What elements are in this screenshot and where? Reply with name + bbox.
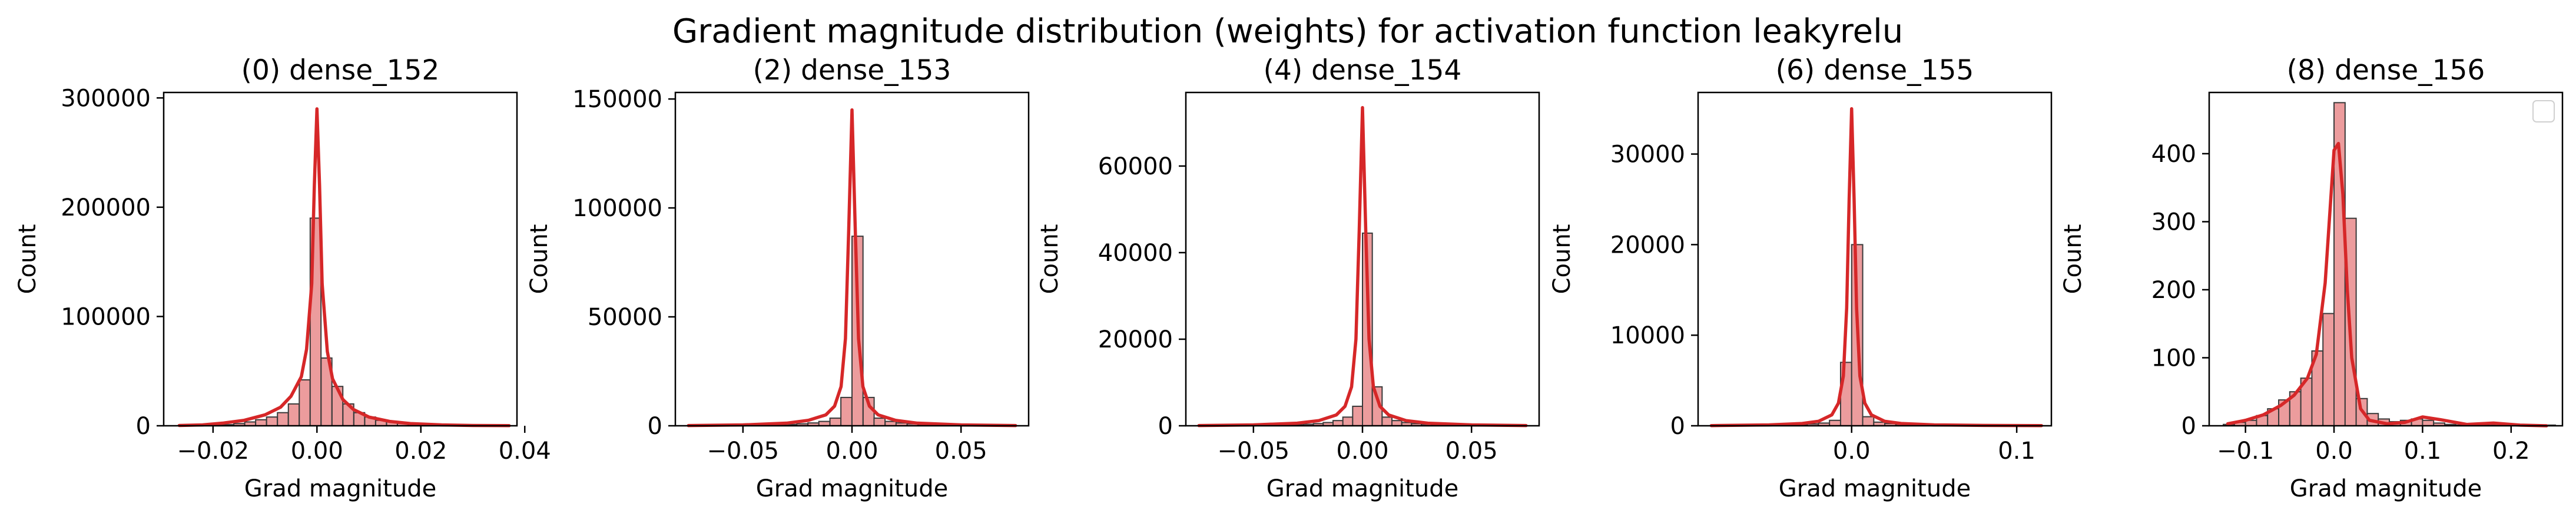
chart-1-kde-line (687, 108, 1017, 428)
chart-3-ytick-label-1: 10000 (1610, 322, 1685, 349)
chart-4-ytick-label-1: 100 (2151, 345, 2196, 372)
chart-2-xlabel: Grad magnitude (1267, 475, 1458, 502)
chart-0-xtick-label-2: 0.02 (394, 438, 447, 465)
chart-1-title: (2) dense_153 (753, 54, 952, 87)
chart-4-ytick-label-2: 200 (2151, 277, 2196, 304)
chart-4-ylabel: Count (2060, 224, 2087, 294)
chart-2-ytick-label-3: 60000 (1098, 153, 1173, 180)
chart-0-bars (178, 217, 508, 427)
chart-0-xtick-label-1: 0.00 (291, 438, 343, 465)
chart-2-xtick-label-1: 0.00 (1336, 438, 1388, 465)
chart-0-bar-9 (277, 412, 289, 426)
chart-1-bars (741, 236, 963, 427)
chart-0-bar-11 (299, 379, 311, 426)
chart-3-ylabel: Count (1549, 224, 1576, 294)
chart-2-bars (1264, 232, 1461, 427)
chart-1-xtick-label-0: −0.05 (707, 438, 780, 465)
chart-3-xtick-label-0: 0.0 (1833, 438, 1871, 465)
chart-0-bar-8 (266, 416, 279, 427)
chart-4-xlabel: Grad magnitude (2290, 475, 2482, 502)
chart-0-axes-frame (163, 91, 518, 427)
chart-3-title: (6) dense_155 (1776, 54, 1974, 87)
chart-2-bar-7 (1332, 420, 1344, 426)
subplot-dense-153: −0.05 0.00 0.05 0 50000 100000 150000 (2) dense… (526, 54, 1030, 502)
chart-0-ytick-label-0: 0 (136, 413, 151, 440)
chart-0-ytick-label-2: 200000 (61, 194, 151, 221)
subplot-dense-152: −0.02 0.00 0.02 0.04 0 100000 200000 300000 (0) … (14, 54, 551, 502)
chart-1-xtick-label-2: 0.05 (935, 438, 987, 465)
chart-0-ylabel: Count (14, 224, 41, 294)
chart-1-bar-12 (873, 418, 886, 426)
chart-1-ytick-label-0: 0 (648, 413, 662, 440)
chart-3-xlabel: Grad magnitude (1779, 475, 1971, 502)
chart-0-xtick-label-0: −0.02 (177, 438, 250, 465)
figure-title: Gradient magnitude distribution (weights… (672, 12, 1903, 51)
chart-2-title: (4) dense_154 (1264, 54, 1462, 87)
chart-0-xlabel: Grad magnitude (244, 475, 436, 502)
chart-4-legend-box (2532, 100, 2555, 122)
chart-3-kde-line (1709, 107, 2043, 428)
chart-1-ytick-label-3: 150000 (572, 86, 662, 113)
chart-4-ytick-label-3: 300 (2151, 208, 2196, 236)
chart-1-ytick-label-2: 100000 (572, 195, 662, 222)
chart-0-ytick-label-1: 100000 (61, 303, 151, 330)
chart-4-xtick-label-2: 0.1 (2404, 438, 2442, 465)
chart-0-kde-line (177, 107, 511, 428)
chart-0-bar-10 (287, 403, 300, 427)
chart-2-bar-8 (1342, 416, 1354, 426)
chart-1-ylabel: Count (526, 224, 553, 294)
subplot-dense-154: −0.05 0.00 0.05 0 20000 40000 60000 (4) dense_1… (1036, 54, 1540, 502)
subplot-dense-156: −0.1 0.0 0.1 0.2 0 100 200 300 400 (8) dense_156 G… (2060, 54, 2564, 502)
chart-2-ylabel: Count (1036, 224, 1063, 294)
chart-3-xtick-label-1: 0.1 (1998, 438, 2035, 465)
chart-4-ytick-label-0: 0 (2182, 413, 2196, 440)
chart-0-xtick-label-3: 0.04 (499, 438, 551, 465)
subplot-dense-155: 0.0 0.1 0 10000 20000 30000 (6) dense_155 Grad … (1549, 54, 2053, 502)
chart-4-xtick-label-3: 0.2 (2492, 438, 2530, 465)
chart-3-ytick-label-3: 30000 (1610, 141, 1685, 168)
chart-4-axes-frame (2208, 91, 2564, 427)
chart-0-bar-7 (255, 419, 267, 426)
chart-3-bar-7 (1829, 419, 1841, 427)
chart-1-xtick-label-1: 0.00 (825, 438, 878, 465)
chart-2-ytick-label-2: 40000 (1098, 240, 1173, 267)
chart-2-xtick-label-2: 0.05 (1446, 438, 1498, 465)
chart-3-axes-frame (1697, 91, 2053, 427)
chart-4-xtick-label-0: −0.1 (2217, 438, 2274, 465)
chart-3-ytick-label-0: 0 (1670, 413, 1685, 440)
chart-4-xtick-label-1: 0.0 (2315, 438, 2353, 465)
chart-2-bar-13 (1391, 420, 1403, 426)
chart-1-bar-9 (840, 396, 853, 426)
chart-2-bar-9 (1352, 405, 1364, 426)
chart-4-bar-18 (2422, 419, 2435, 427)
chart-4-kde-line (2226, 141, 2548, 428)
chart-3-ytick-label-2: 20000 (1610, 231, 1685, 259)
chart-3-bar-10 (1862, 416, 1875, 426)
chart-1-xlabel: Grad magnitude (756, 475, 948, 502)
chart-2-xtick-label-0: −0.05 (1218, 438, 1290, 465)
chart-2-kde-line (1197, 105, 1528, 428)
chart-0-ytick-label-3: 300000 (61, 85, 151, 112)
chart-0-title: (0) dense_152 (241, 54, 440, 87)
chart-0-bar-14 (331, 386, 344, 426)
chart-2-ytick-label-0: 0 (1158, 413, 1173, 440)
chart-2-ytick-label-1: 20000 (1098, 326, 1173, 353)
chart-4-bars (2223, 102, 2556, 427)
chart-2-bar-12 (1381, 416, 1393, 426)
chart-4-bar-9 (2322, 313, 2335, 426)
chart-4-ytick-label-4: 400 (2151, 141, 2196, 168)
chart-1-ytick-label-1: 50000 (588, 304, 662, 331)
chart-4-title: (8) dense_156 (2287, 54, 2485, 87)
chart-1-bar-8 (829, 418, 842, 426)
